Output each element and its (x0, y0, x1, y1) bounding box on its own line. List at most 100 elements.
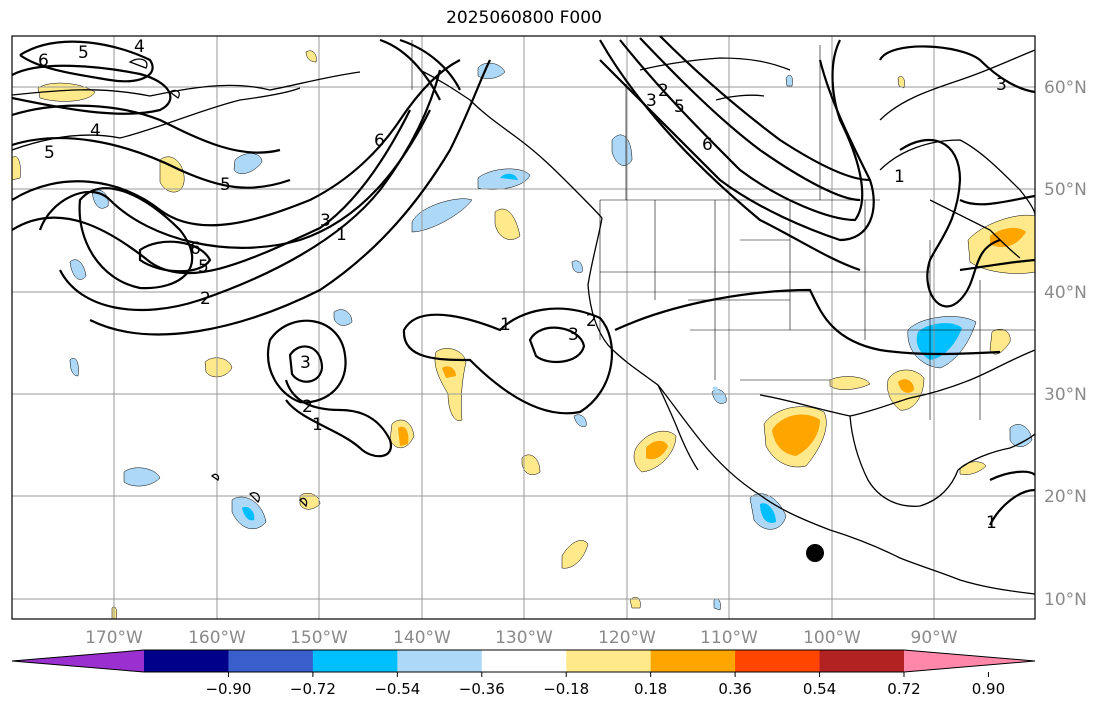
colorbar-tick-label: 0.72 (887, 680, 920, 698)
shade-patch (242, 506, 255, 521)
shade-patch (69, 259, 87, 280)
shade-patch (434, 348, 467, 421)
contour-label: 3 (300, 353, 311, 373)
colorbar-bin (735, 650, 821, 672)
lon-label: 120°W (598, 628, 656, 648)
shade-patch (494, 208, 521, 240)
contour-label: 2 (200, 289, 211, 309)
shade-patch (785, 75, 793, 87)
colorbar-tick-label: −0.90 (205, 680, 251, 698)
shade-patch (571, 260, 583, 273)
shade-patch (646, 440, 668, 460)
shade-patch (898, 379, 914, 393)
colorbar-tick-label: 0.18 (634, 680, 667, 698)
shade-patch (611, 134, 633, 166)
shade-patch (69, 358, 79, 377)
map-title: 2025060800 F000 (446, 8, 602, 28)
shade-patch (12, 156, 21, 181)
shade-patch (1009, 424, 1033, 447)
shade-patch (333, 309, 353, 326)
shade-patch (959, 461, 987, 475)
shade-patch (897, 76, 905, 89)
shade-patch (411, 198, 473, 233)
contour-label: 6 (702, 135, 713, 155)
contour-label: 1 (500, 315, 511, 335)
lon-label: 160°W (188, 628, 246, 648)
colorbar-bin (650, 650, 736, 672)
colorbar-bin (397, 650, 483, 672)
contour-label: 3 (320, 211, 331, 231)
lon-label: 140°W (393, 628, 451, 648)
coastlines (12, 49, 1035, 595)
shade-patch (442, 366, 456, 378)
colorbar-bin (481, 650, 567, 672)
contour-label: 4 (134, 37, 145, 57)
shade-patch (772, 414, 820, 456)
colorbar-tick-label: −0.72 (290, 680, 336, 698)
contour-label: 6 (190, 239, 201, 259)
contour-label: 5 (78, 43, 89, 63)
colorbar-tick-label: 0.54 (803, 680, 836, 698)
colorbar-tick-label: −0.18 (543, 680, 589, 698)
colorbar-tick-label: 0.90 (972, 680, 1005, 698)
contour-label: 2 (658, 81, 669, 101)
shade-patch (760, 503, 776, 523)
lon-label: 130°W (495, 628, 553, 648)
colorbar-bin (566, 650, 652, 672)
shade-patch (37, 82, 96, 102)
shade-patch (305, 50, 317, 63)
political-borders (411, 40, 1035, 420)
contour-label: 3 (646, 91, 657, 111)
longitude-labels: 170°W 160°W 150°W 140°W 130°W 120°W 110°… (85, 628, 958, 648)
shade-patch (573, 414, 587, 427)
shade-patch (398, 426, 409, 446)
lat-label: 40°N (1044, 283, 1087, 303)
shade-patch (123, 467, 161, 487)
shade-patch (477, 168, 531, 190)
contour-label: 1 (336, 225, 347, 245)
lon-label: 150°W (290, 628, 348, 648)
shade-patch (500, 173, 518, 180)
shade-patch (159, 156, 185, 193)
graticule (12, 36, 1035, 619)
lon-label: 100°W (803, 628, 861, 648)
lat-label: 60°N (1044, 78, 1087, 98)
colorbar-extend-low (12, 650, 144, 672)
colorbar-outline (11, 649, 1036, 673)
lon-label: 90°W (911, 628, 958, 648)
lat-label: 50°N (1044, 180, 1087, 200)
colorbar-tick-label: −0.36 (459, 680, 505, 698)
lat-label: 10°N (1044, 590, 1087, 610)
contour-label: 1 (312, 415, 323, 435)
lon-label: 170°W (85, 628, 143, 648)
shade-patch (712, 386, 719, 394)
contour-labels: 6 5 4 4 5 6 5 3 1 6 5 2 3 2 1 3 2 1 3 2 … (38, 37, 1007, 533)
shade-patch (204, 357, 233, 378)
shading-layer (12, 50, 1035, 619)
latitude-labels: 60°N 50°N 40°N 30°N 20°N 10°N (1044, 78, 1087, 610)
colorbar-bin (312, 650, 398, 672)
contour-label: 2 (586, 311, 597, 331)
lat-label: 20°N (1044, 487, 1087, 507)
colorbar-bin (144, 650, 229, 672)
contour-label: 4 (90, 121, 101, 141)
colorbar-extend-high (904, 650, 1035, 672)
contour-lines (12, 36, 1035, 526)
lat-label: 30°N (1044, 385, 1087, 405)
marker-dot (806, 544, 824, 562)
contour-label: 2 (302, 397, 313, 417)
contour-label: 6 (374, 131, 385, 151)
contour-label: 3 (568, 325, 579, 345)
shade-patch (521, 454, 541, 475)
map-frame (11, 35, 1036, 620)
shade-patch (713, 598, 721, 611)
contour-label: 1 (894, 167, 905, 187)
shade-patch (233, 153, 263, 174)
contour-label: 5 (220, 175, 231, 195)
contour-label: 5 (674, 97, 685, 117)
shade-patch (990, 227, 1026, 248)
contour-label: 3 (996, 75, 1007, 95)
contour-label: 5 (198, 257, 209, 277)
shade-patch (989, 329, 1011, 355)
